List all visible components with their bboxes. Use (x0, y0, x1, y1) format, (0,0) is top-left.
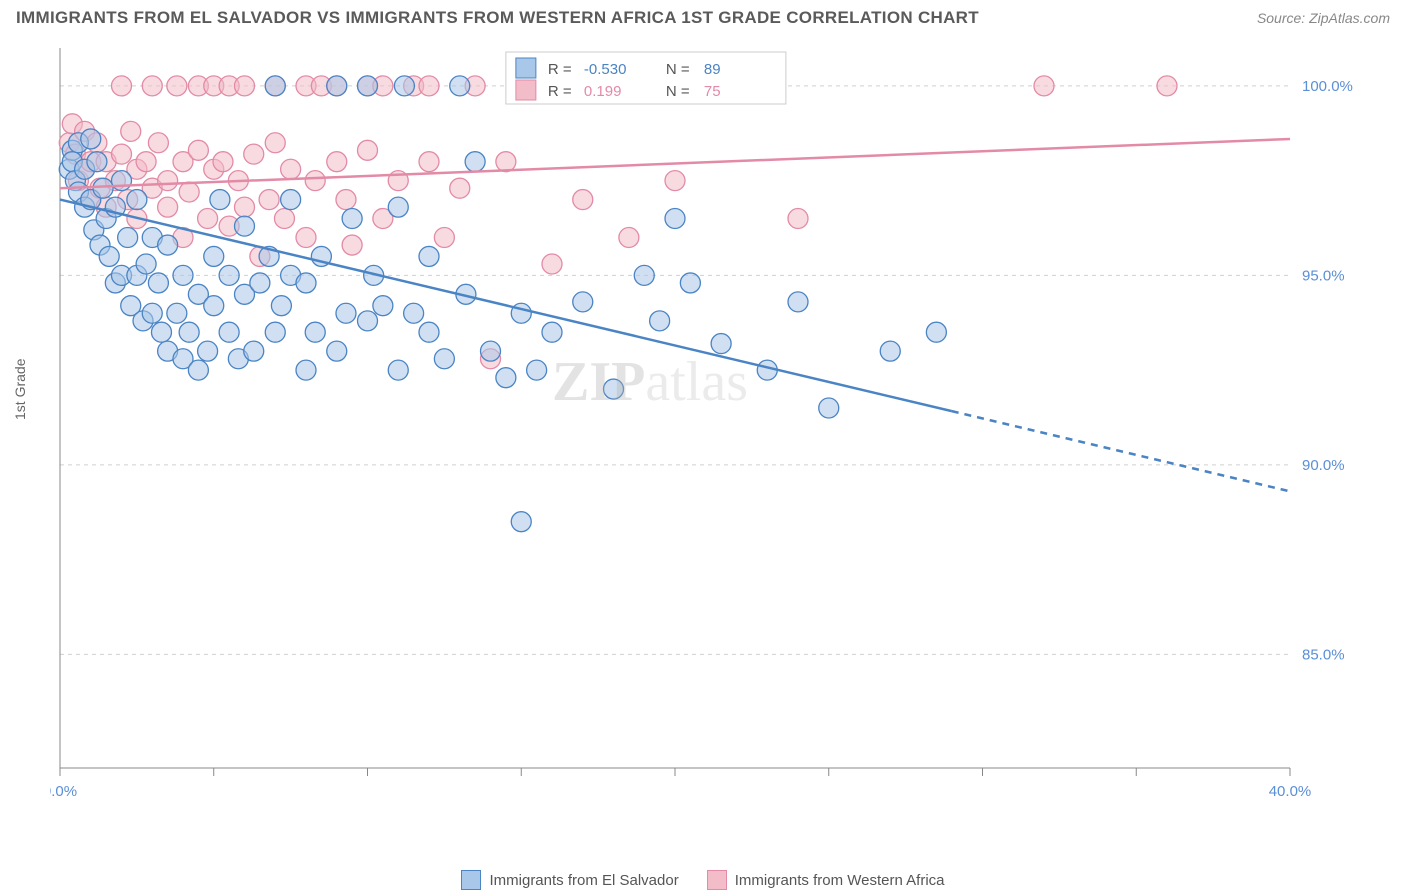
scatter-chart-svg: 85.0% 90.0% 95.0% 100.0% 0.0% 40.0% R = -0.530 N… (50, 38, 1370, 808)
source-label: Source: ZipAtlas.com (1257, 10, 1390, 26)
chart-title: IMMIGRANTS FROM EL SALVADOR VS IMMIGRANT… (16, 8, 979, 28)
svg-text:R =: R = (548, 83, 572, 100)
legend-item-b: Immigrants from Western Africa (707, 870, 945, 890)
swatch-b-icon (707, 870, 727, 890)
y-axis-label: 1st Grade (12, 359, 28, 420)
svg-text:85.0%: 85.0% (1302, 646, 1345, 663)
svg-text:75: 75 (704, 83, 721, 100)
legend-label-a: Immigrants from El Salvador (489, 872, 678, 889)
svg-text:0.0%: 0.0% (50, 783, 77, 800)
svg-text:-0.530: -0.530 (584, 61, 627, 78)
svg-text:N =: N = (666, 61, 690, 78)
legend-item-a: Immigrants from El Salvador (461, 870, 678, 890)
svg-text:95.0%: 95.0% (1302, 267, 1345, 284)
svg-text:R =: R = (548, 61, 572, 78)
legend-bottom: Immigrants from El Salvador Immigrants f… (0, 870, 1406, 890)
svg-text:40.0%: 40.0% (1269, 783, 1312, 800)
svg-text:0.199: 0.199 (584, 83, 622, 100)
svg-text:90.0%: 90.0% (1302, 457, 1345, 474)
svg-text:89: 89 (704, 61, 721, 78)
swatch-a-icon (461, 870, 481, 890)
legend-label-b: Immigrants from Western Africa (735, 872, 945, 889)
chart-area: 85.0% 90.0% 95.0% 100.0% 0.0% 40.0% R = -0.530 N… (50, 38, 1386, 808)
svg-text:N =: N = (666, 83, 690, 100)
svg-text:100.0%: 100.0% (1302, 78, 1353, 95)
